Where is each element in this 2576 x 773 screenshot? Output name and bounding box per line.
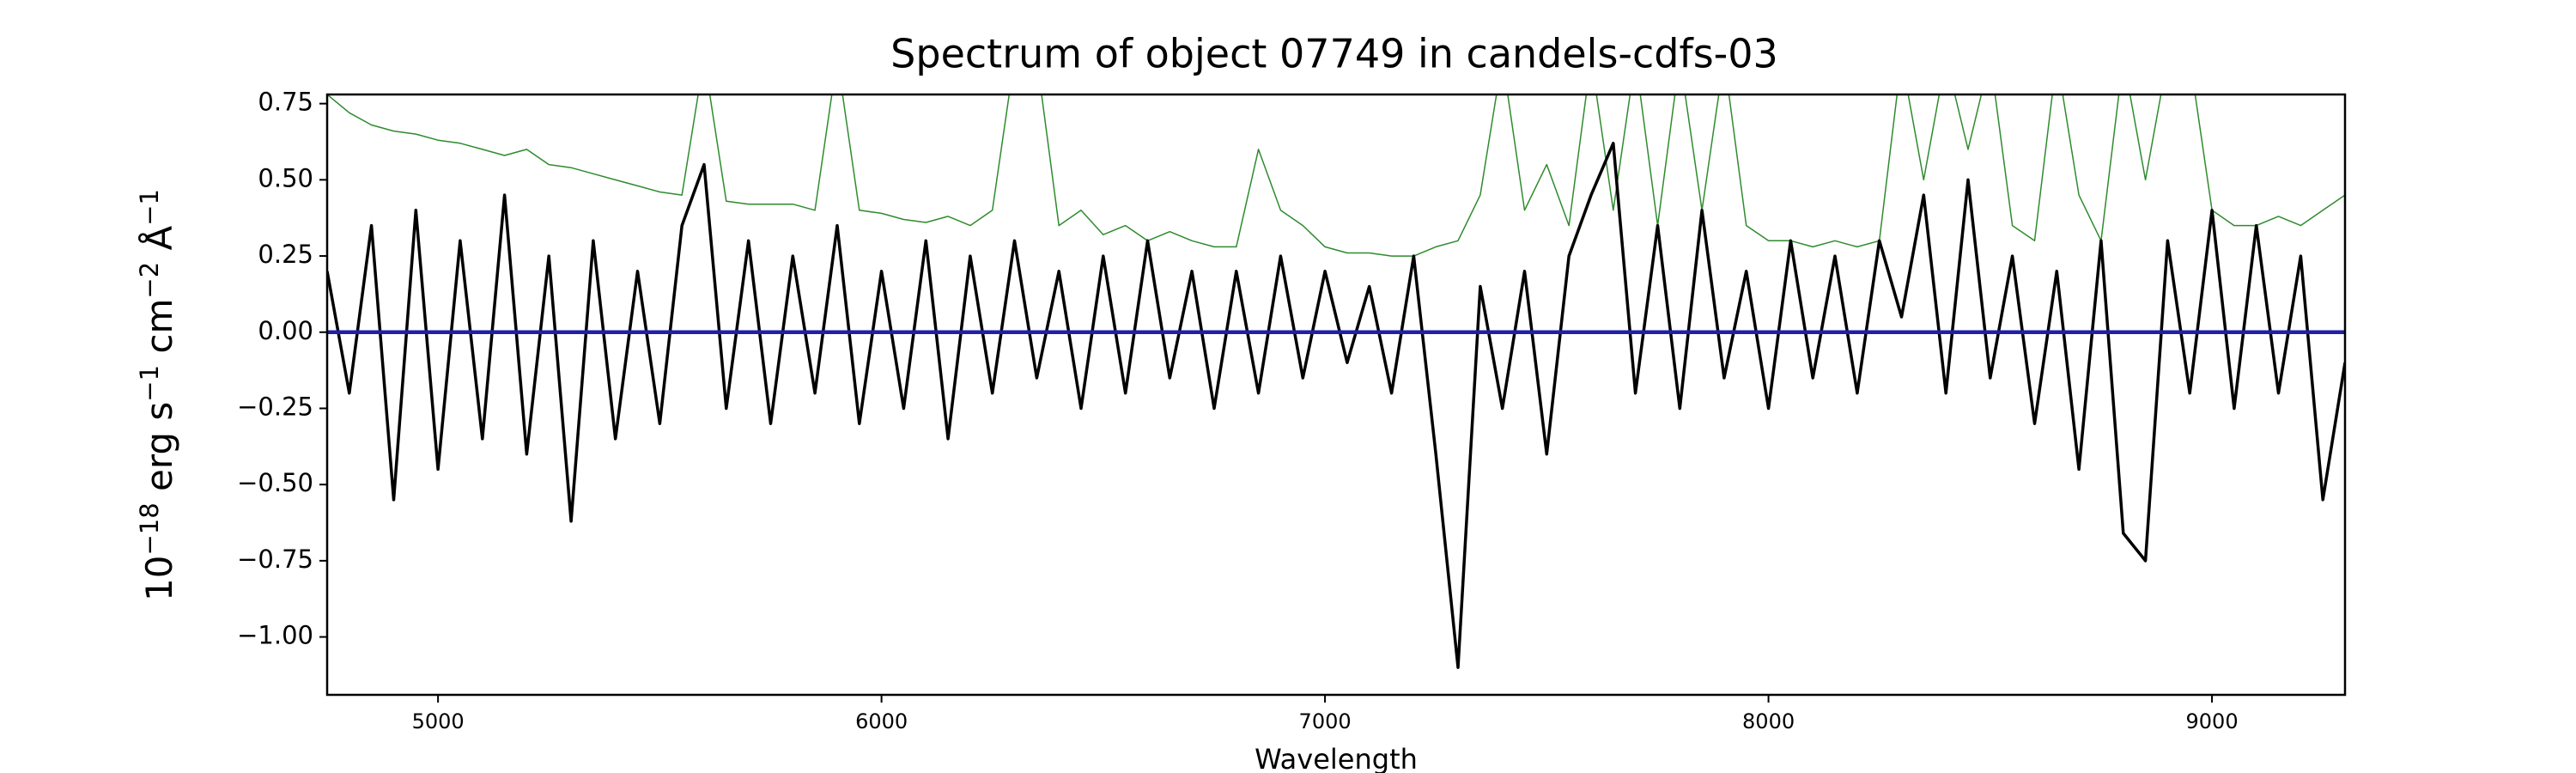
plot-area [327,94,2345,669]
x-tick-label: 6000 [855,709,908,733]
y-label-part: 10 [138,556,180,601]
y-axis-label: 10−18 erg s−1 cm−2 Å−1 [135,189,180,601]
spectrum-line [327,142,2345,669]
x-tick-label: 8000 [1742,709,1795,733]
y-tick-label: −0.50 [237,468,313,497]
plot-frame [325,93,2347,697]
spectrum-line [327,94,2345,257]
y-label-part: cm [138,299,180,365]
y-label-exponent: −1 [135,365,164,402]
y-tick-label: 0.00 [258,316,313,345]
y-label-exponent: −2 [135,262,164,299]
y-label-part: erg s [138,402,180,503]
y-tick-label: 0.75 [258,88,313,117]
y-tick-label: −1.00 [237,621,313,650]
x-tick-label: 7000 [1299,709,1352,733]
chart-title: Spectrum of object 07749 in candels-cdfs… [890,31,1778,77]
y-tick-label: 0.25 [258,240,313,269]
x-tick-label: 5000 [412,709,465,733]
y-tick-label: −0.75 [237,545,313,574]
y-tick-label: 0.50 [258,163,313,192]
x-axis-label: Wavelength [1255,743,1418,773]
y-label-part: Å [137,226,180,262]
y-tick-label: −0.25 [237,392,313,421]
x-tick-label: 9000 [2186,709,2239,733]
y-label-exponent: −1 [135,189,164,226]
y-label-exponent: −18 [135,502,164,555]
